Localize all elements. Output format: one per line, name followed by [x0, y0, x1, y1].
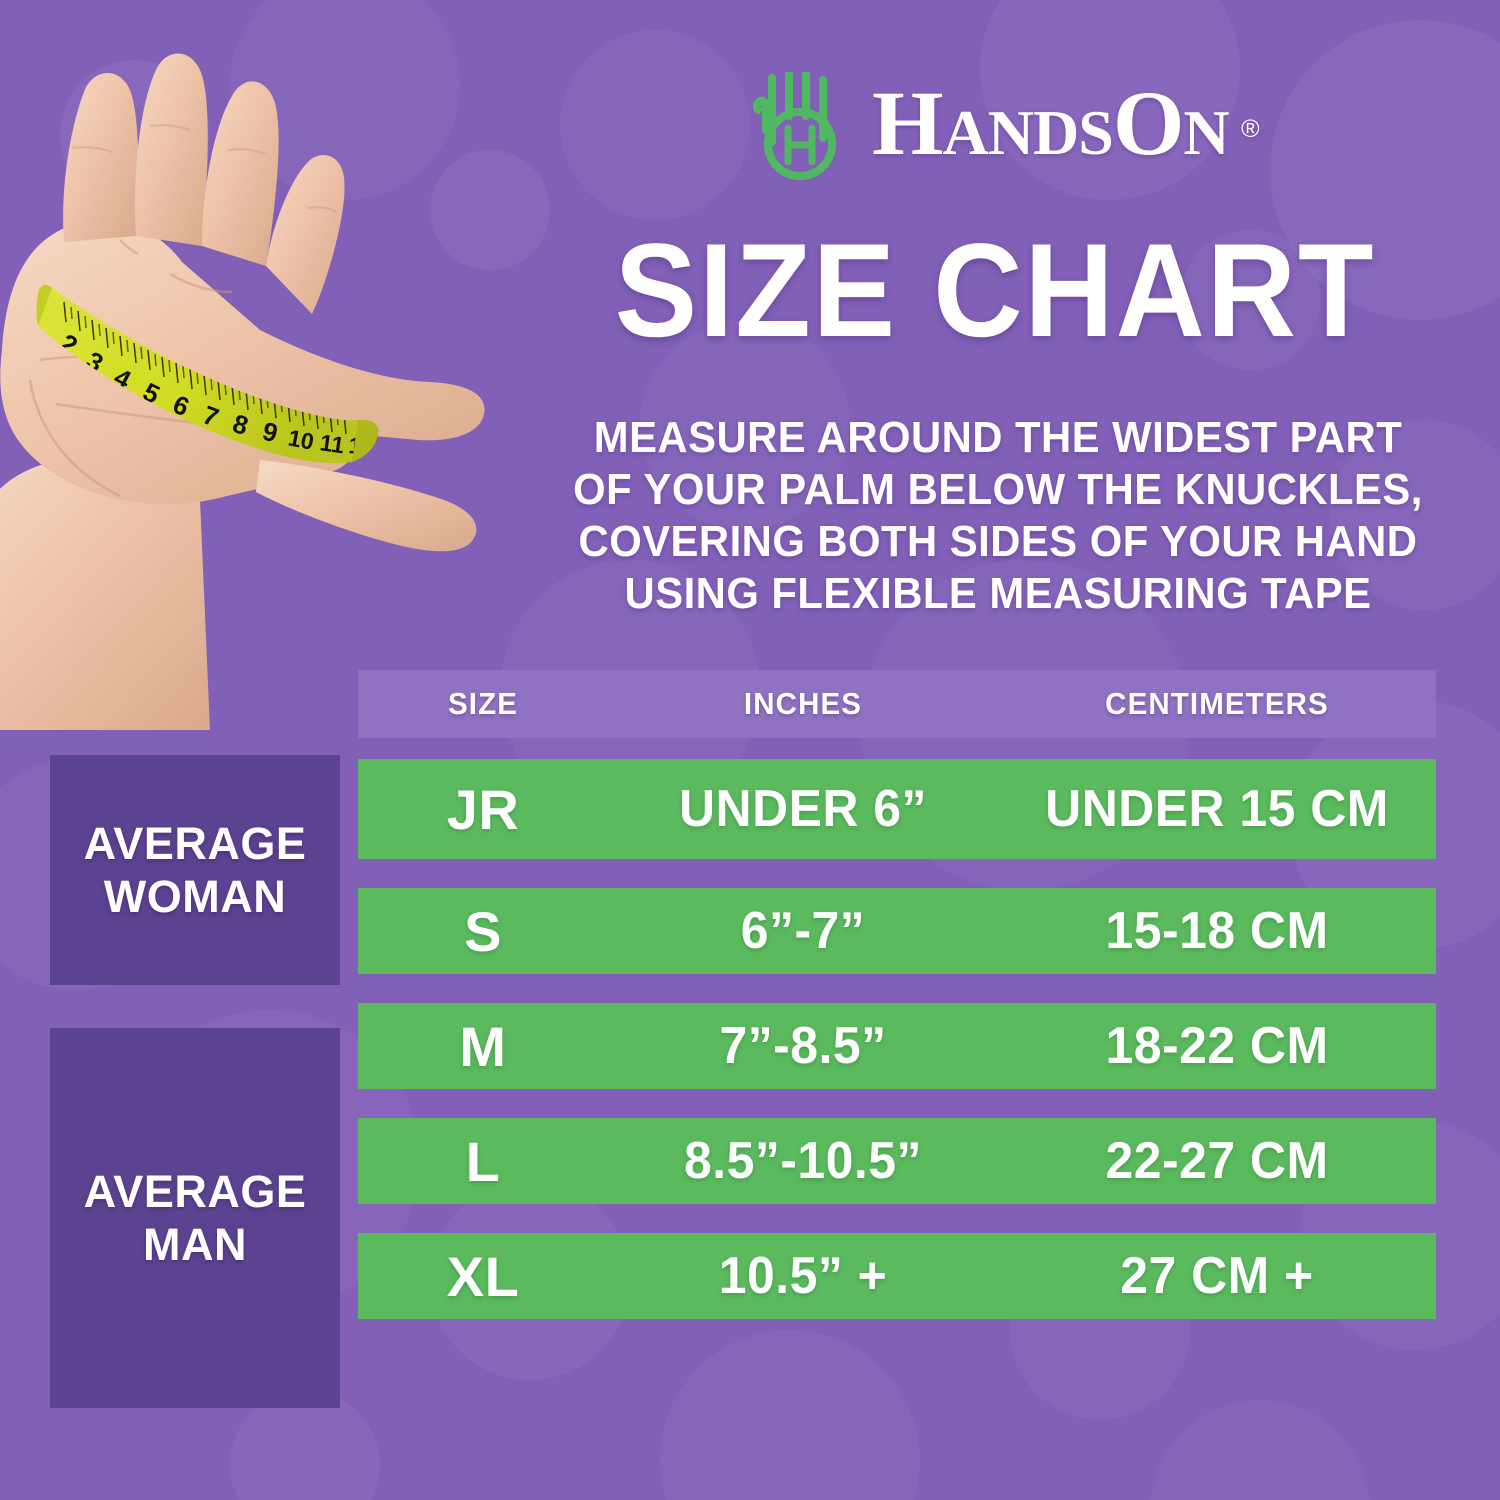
cell-inches-m: 7”-8.5” [719, 1017, 887, 1075]
table-row: JR UNDER 6” UNDER 15 CM [358, 759, 1436, 859]
brand-n: N [1183, 97, 1229, 168]
column-header-size: SIZE [447, 686, 519, 721]
instruction-line-1: MEASURE AROUND THE WIDEST PART [593, 413, 1403, 462]
category-label-average-man: AVERAGE MAN [50, 1028, 340, 1408]
instruction-line-4: USING FLEXIBLE MEASURING TAPE [624, 569, 1372, 618]
category-man-line2: MAN [143, 1219, 247, 1270]
table-header-row: SIZE INCHES CENTIMETERS [358, 670, 1436, 738]
table-row: L 8.5”-10.5” 22-27 CM [358, 1118, 1436, 1204]
brand-ands: ANDS [942, 97, 1114, 168]
page-title: SIZE CHART [614, 217, 1376, 365]
hands-on-hand-icon [753, 72, 836, 180]
column-header-centimeters: CENTIMETERS [1105, 686, 1329, 721]
cell-cm-s: 15-18 CM [1105, 902, 1329, 960]
cell-inches-jr: UNDER 6” [679, 780, 927, 838]
category-man-line1: AVERAGE [83, 1166, 307, 1217]
cell-inches-l: 8.5”-10.5” [684, 1132, 922, 1190]
brand-o: O [1112, 72, 1185, 174]
measuring-instructions: MEASURE AROUND THE WIDEST PART OF YOUR P… [552, 412, 1445, 620]
instruction-line-2: OF YOUR PALM BELOW THE KNUCKLES, [573, 465, 1423, 514]
brand-logo: HANDSON ® [748, 72, 1260, 184]
cell-size-jr: JR [446, 777, 520, 841]
cell-size-xl: XL [446, 1244, 520, 1308]
cell-size-l: L [465, 1129, 501, 1193]
column-header-inches: INCHES [743, 686, 863, 721]
table-row: M 7”-8.5” 18-22 CM [358, 1003, 1436, 1089]
svg-text:12: 12 [348, 432, 376, 460]
category-woman-line2: WOMAN [103, 871, 287, 922]
cell-cm-m: 18-22 CM [1105, 1017, 1329, 1075]
registered-trademark-icon: ® [1241, 115, 1259, 143]
cell-cm-jr: UNDER 15 CM [1045, 780, 1389, 838]
brand-h: H [872, 72, 944, 174]
cell-inches-s: 6”-7” [740, 902, 866, 960]
category-label-average-woman: AVERAGE WOMAN [50, 755, 340, 985]
cell-inches-xl: 10.5” + [718, 1247, 888, 1305]
cell-size-m: M [459, 1014, 507, 1078]
hand-with-measuring-tape-photo: 2 3 4 5 6 7 8 9 10 11 12 [0, 53, 485, 730]
svg-text:11: 11 [318, 429, 346, 458]
cell-cm-xl: 27 CM + [1120, 1247, 1314, 1305]
cell-cm-l: 22-27 CM [1105, 1132, 1329, 1190]
table-row: XL 10.5” + 27 CM + [358, 1233, 1436, 1319]
table-row: S 6”-7” 15-18 CM [358, 888, 1436, 974]
category-woman-line1: AVERAGE [83, 818, 307, 869]
svg-text:10: 10 [286, 424, 316, 454]
cell-size-s: S [464, 899, 502, 963]
brand-wordmark: HANDSON ® [872, 72, 1260, 181]
svg-text:9: 9 [260, 416, 281, 449]
instruction-line-3: COVERING BOTH SIDES OF YOUR HAND [578, 517, 1418, 566]
size-table: SIZE INCHES CENTIMETERS JR UNDER 6” UNDE… [358, 670, 1436, 1319]
